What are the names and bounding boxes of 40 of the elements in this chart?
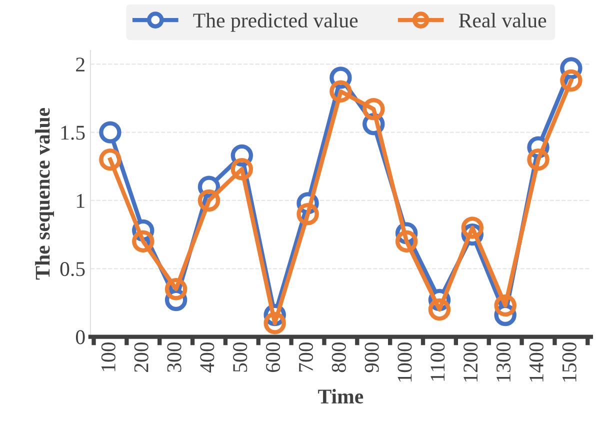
point	[264, 312, 286, 334]
point	[198, 189, 220, 212]
y-tick-label: 1.5	[61, 126, 85, 140]
y-tick-label: 2	[76, 58, 84, 72]
x-tick-label: 1100	[430, 342, 445, 381]
point	[99, 148, 122, 171]
x-axis-title: Time	[318, 388, 364, 404]
x-tick-label: 1300	[496, 342, 511, 382]
point	[527, 148, 550, 171]
point	[560, 69, 582, 92]
y-tick-label: 0.5	[60, 262, 85, 276]
x-tick-label: 1400	[529, 342, 544, 382]
y-tick-label: 0	[76, 330, 85, 344]
legend-label: The predicted value	[193, 12, 358, 32]
point	[461, 216, 484, 239]
point	[330, 80, 352, 103]
x-tick-label: 1500	[562, 342, 576, 382]
point	[99, 121, 122, 144]
y-tick-label: 1	[77, 194, 84, 208]
x-tick-label: 1000	[398, 342, 412, 382]
x-tick-label: 400	[200, 342, 214, 373]
x-tick-label: 500	[233, 342, 248, 372]
point	[395, 230, 418, 252]
x-tick-label: 1200	[464, 342, 478, 382]
legend-label: Real value	[458, 12, 546, 28]
point	[132, 230, 154, 252]
x-tick-label: 200	[134, 342, 148, 372]
point	[230, 158, 254, 180]
y-axis-title: The sequence value	[35, 108, 54, 280]
point	[296, 202, 319, 226]
point	[428, 298, 451, 321]
x-tick-label: 600	[266, 342, 280, 372]
point	[494, 294, 516, 317]
x-tick-label: 900	[364, 342, 379, 372]
point	[164, 278, 188, 300]
point	[362, 98, 385, 120]
x-tick-label: 300	[167, 342, 182, 372]
x-tick-label: 100	[101, 342, 116, 372]
x-tick-label: 700	[298, 342, 313, 372]
x-tick-label: 800	[332, 342, 346, 372]
